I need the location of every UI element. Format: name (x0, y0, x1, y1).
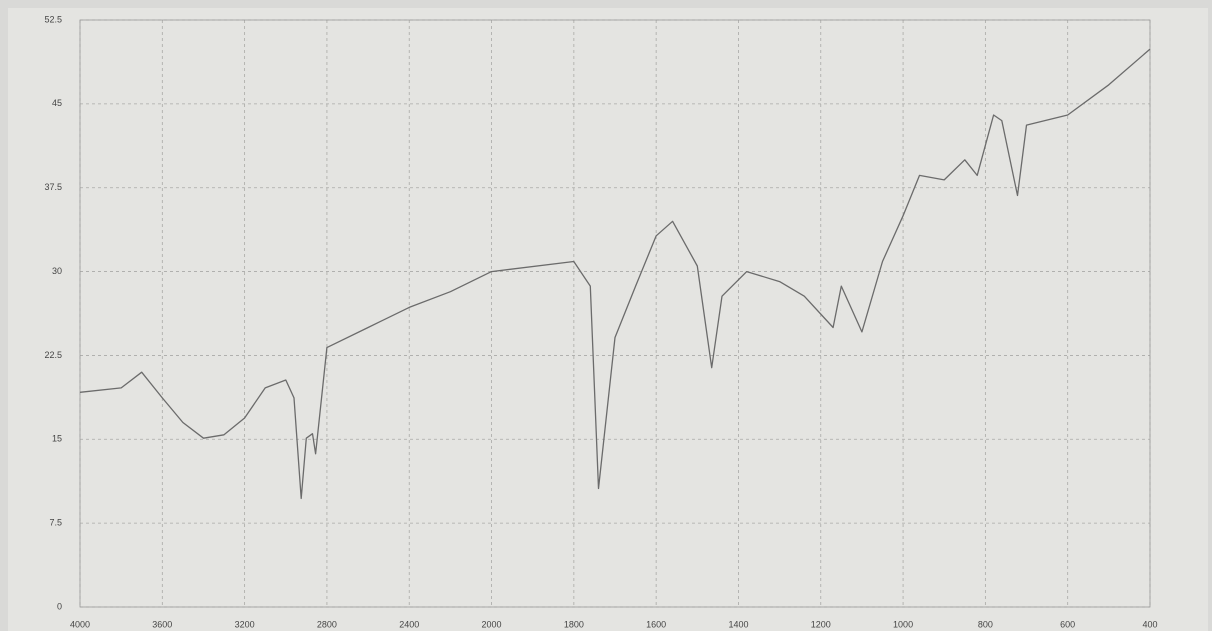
x-tick-label: 1000 (893, 619, 913, 629)
x-tick-label: 2400 (399, 619, 419, 629)
x-tick-label: 2000 (482, 619, 502, 629)
y-tick-label: 37.5 (44, 182, 62, 192)
y-tick-label: 22.5 (44, 350, 62, 360)
x-tick-label: 800 (978, 619, 993, 629)
y-tick-label: 30 (52, 266, 62, 276)
y-tick-label: 0 (57, 601, 62, 611)
x-tick-label: 1400 (728, 619, 748, 629)
x-tick-label: 1200 (811, 619, 831, 629)
y-tick-label: 7.5 (49, 518, 62, 528)
x-tick-label: 1800 (564, 619, 584, 629)
x-tick-label: 3200 (235, 619, 255, 629)
x-tick-label: 4000 (70, 619, 90, 629)
paper (8, 8, 1208, 631)
x-tick-label: 1600 (646, 619, 666, 629)
y-tick-label: 52.5 (44, 14, 62, 24)
x-tick-label: 400 (1142, 619, 1157, 629)
x-tick-label: 3600 (152, 619, 172, 629)
chart: 0 7.5 15 22.5 30 37.5 45 52.5 4000 3600 3200 2800 24… (0, 0, 1212, 631)
y-tick-label: 45 (52, 98, 62, 108)
x-tick-label: 600 (1060, 619, 1075, 629)
y-tick-label: 15 (52, 434, 62, 444)
x-tick-label: 2800 (317, 619, 337, 629)
